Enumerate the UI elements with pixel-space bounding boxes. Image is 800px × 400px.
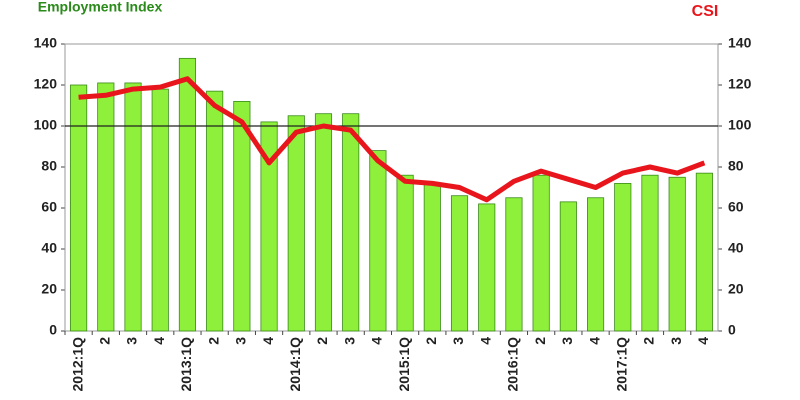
- bar: [396, 174, 414, 332]
- y2-tick-label: 100: [728, 117, 752, 133]
- y-tick-label: 40: [41, 240, 57, 256]
- y2-tick-label: 40: [728, 240, 744, 256]
- y2-tick-label: 140: [728, 35, 752, 51]
- x-tick-label: 4: [586, 337, 602, 345]
- x-tick-label: 2012:1Q: [69, 337, 85, 392]
- y2-tick-label: 80: [728, 158, 744, 174]
- y-tick-label: 100: [34, 117, 58, 133]
- x-tick-label: 2: [532, 337, 548, 345]
- bar: [369, 150, 387, 332]
- x-tick-label: 2: [641, 337, 657, 345]
- y-tick-label: 20: [41, 281, 57, 297]
- x-tick-label: 4: [695, 337, 711, 345]
- x-tick-label: 3: [124, 337, 140, 345]
- bar: [342, 113, 360, 332]
- bar: [151, 88, 169, 332]
- bar: [450, 195, 469, 332]
- bar: [314, 113, 333, 332]
- bar: [668, 176, 686, 332]
- x-tick-label: 2: [97, 337, 113, 345]
- x-tick-label: 3: [450, 337, 466, 345]
- x-tick-label: 2014:1Q: [287, 337, 303, 392]
- x-tick-label: 3: [559, 337, 575, 345]
- bar: [124, 82, 142, 332]
- bar: [178, 57, 196, 332]
- left-axis-title: Employment Index: [38, 0, 163, 15]
- y2-tick-label: 0: [728, 322, 736, 338]
- bar: [559, 201, 577, 332]
- x-tick-label: 2: [423, 337, 439, 345]
- bar: [695, 172, 713, 332]
- x-tick-label: 2016:1Q: [505, 337, 521, 392]
- bar: [587, 197, 605, 332]
- x-tick-label: 4: [260, 337, 276, 345]
- x-tick-label: 2015:1Q: [396, 337, 412, 392]
- right-axis-title: CSI: [692, 3, 719, 20]
- y-tick-label: 140: [34, 35, 58, 51]
- x-tick-label: 2013:1Q: [178, 337, 194, 392]
- bar: [287, 115, 305, 332]
- x-tick-label: 2: [205, 337, 221, 345]
- bar: [206, 90, 224, 332]
- y-tick-label: 60: [41, 199, 57, 215]
- x-tick-label: 4: [369, 337, 385, 345]
- bar: [97, 82, 115, 332]
- x-tick-label: 2: [314, 337, 330, 345]
- bar: [478, 203, 496, 332]
- bar: [260, 121, 278, 332]
- x-tick-label: 4: [477, 337, 493, 345]
- y-tick-label: 120: [34, 76, 58, 92]
- x-tick-label: 3: [341, 337, 357, 345]
- bar: [505, 197, 523, 332]
- y2-tick-label: 20: [728, 281, 744, 297]
- bar: [233, 101, 251, 332]
- x-tick-label: 3: [668, 337, 684, 345]
- bar: [423, 182, 441, 332]
- x-tick-label: 2017:1Q: [613, 337, 629, 392]
- x-tick-label: 4: [151, 337, 167, 345]
- x-tick-label: 3: [233, 337, 249, 345]
- bar: [641, 174, 659, 332]
- csi-line: [78, 76, 706, 203]
- y2-tick-label: 120: [728, 76, 752, 92]
- bar: [532, 174, 550, 332]
- y-tick-label: 0: [49, 322, 57, 338]
- y2-tick-label: 60: [728, 199, 744, 215]
- y-tick-label: 80: [41, 158, 57, 174]
- bar: [70, 84, 88, 332]
- bar: [614, 182, 632, 332]
